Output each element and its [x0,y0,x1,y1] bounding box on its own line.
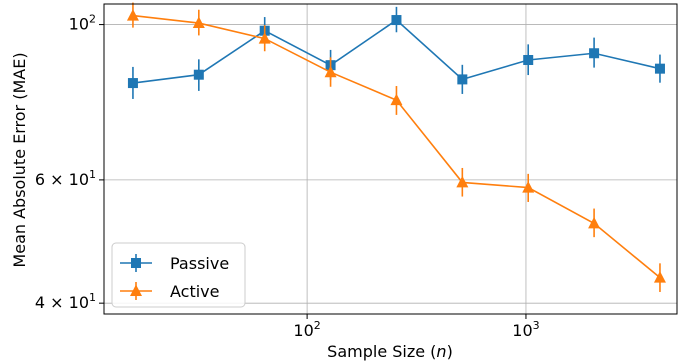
y-tick-label: 4 × 101 [35,291,96,312]
passive-point [127,78,138,89]
legend-label: Passive [170,254,229,273]
x-tick-label: 102 [293,319,320,340]
passive-point [457,74,468,85]
legend: Passive Active [111,242,246,308]
active-point [126,9,139,21]
active-point [522,181,535,193]
active-point [456,175,469,188]
active-point [324,65,337,78]
active-point [192,16,205,29]
active-point [390,93,403,106]
active-point [258,32,271,44]
passive-point [589,48,600,59]
x-tick-label: 103 [512,319,539,340]
passive-point [654,63,665,74]
y-axis-label: Mean Absolute Error (MAE) [10,52,29,267]
active-point [588,216,601,229]
plot-series [126,2,666,292]
active-point [653,271,666,283]
axis-ticks: 102 103 4 × 101 6 × 101 102 [35,13,540,340]
passive-point [391,15,402,26]
legend-label: Active [170,282,220,301]
legend-swatch-marker [130,284,142,296]
plot-frame [103,3,678,315]
y-tick-label: 102 [69,13,96,34]
passive-point [193,69,204,80]
legend-swatch-marker [131,258,141,268]
active-series [126,2,666,292]
y-tick-label: 6 × 101 [35,168,96,189]
legend-entry-passive: Passive [120,254,229,273]
x-axis-label: Sample Size (n) [327,342,453,361]
passive-point [523,55,534,66]
legend-entry-active: Active [120,282,220,301]
